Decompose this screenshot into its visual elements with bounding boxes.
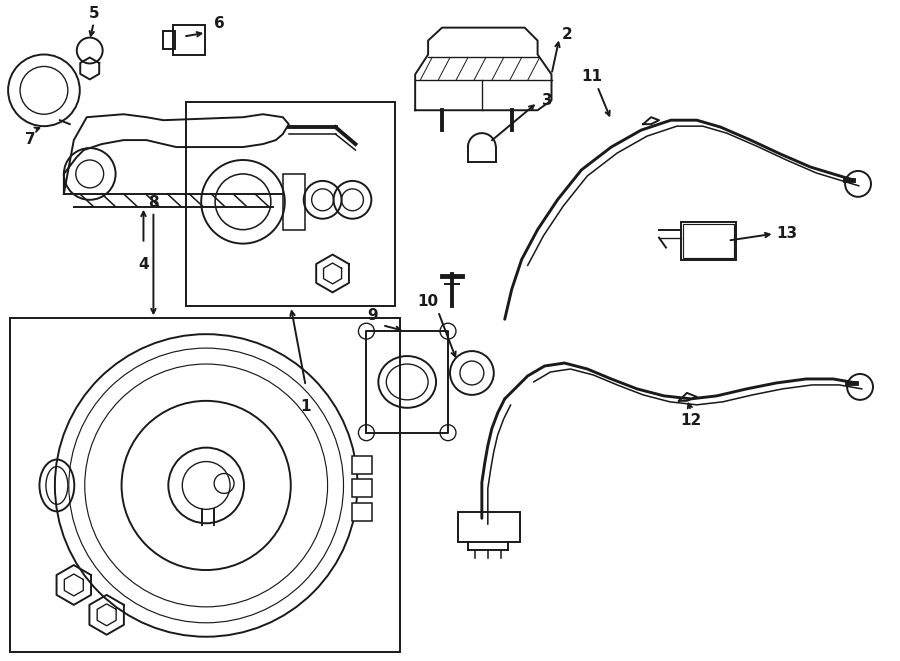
Text: 8: 8	[148, 195, 158, 210]
Bar	[174, 24, 205, 54]
Bar	[164, 30, 176, 48]
Text: 5: 5	[88, 6, 99, 20]
Text: 11: 11	[580, 69, 602, 85]
Text: 7: 7	[24, 132, 35, 147]
Bar	[353, 455, 373, 473]
Text: 4: 4	[139, 256, 148, 272]
Text: 10: 10	[418, 294, 438, 309]
Text: 9: 9	[367, 308, 378, 323]
Text: 1: 1	[301, 399, 310, 414]
Bar	[683, 223, 734, 258]
Text: 12: 12	[680, 412, 701, 428]
Bar	[283, 174, 305, 229]
Text: 6: 6	[213, 16, 224, 30]
Bar	[458, 512, 519, 542]
Bar	[353, 504, 373, 522]
Text: 3: 3	[542, 93, 553, 108]
Text: 2: 2	[562, 27, 572, 42]
Text: 13: 13	[777, 226, 797, 241]
Bar	[353, 479, 373, 497]
Bar	[681, 221, 735, 260]
Bar	[186, 102, 395, 306]
Bar	[10, 318, 400, 652]
